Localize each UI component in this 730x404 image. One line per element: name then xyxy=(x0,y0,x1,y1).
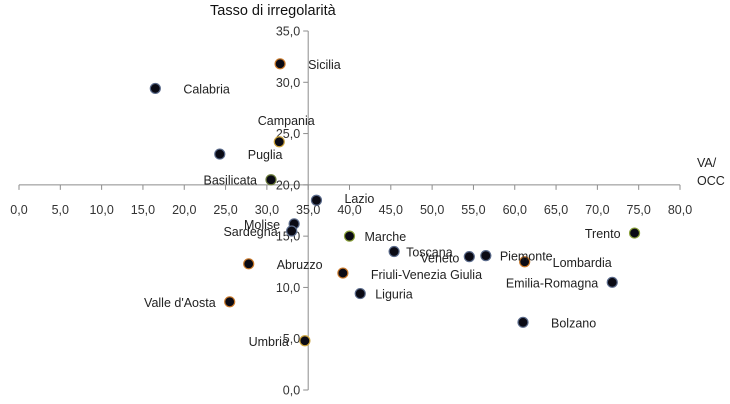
data-point xyxy=(286,225,298,237)
x-tick-label: 15,0 xyxy=(131,203,155,217)
x-tick-label: 30,0 xyxy=(255,203,279,217)
data-point xyxy=(149,82,161,95)
x-axis-title-line-2: OCC xyxy=(697,174,725,188)
x-tick-label: 20,0 xyxy=(172,203,196,217)
point-label: Trento xyxy=(585,227,621,241)
point-label: Sicilia xyxy=(308,58,341,72)
y-tick-label: 20,0 xyxy=(276,178,300,192)
data-point xyxy=(628,227,641,239)
x-tick-label: 35,0 xyxy=(296,203,320,217)
data-point xyxy=(224,296,236,308)
point-label: Toscana xyxy=(406,246,453,260)
data-point xyxy=(480,250,492,262)
data-point xyxy=(343,230,356,242)
point-label: Umbria xyxy=(249,335,289,349)
data-point xyxy=(274,58,286,70)
point-label: Sardegna xyxy=(223,225,277,239)
x-tick-label: 80,0 xyxy=(668,203,692,217)
x-tick-label: 75,0 xyxy=(627,203,651,217)
y-tick-label: 30,0 xyxy=(276,76,300,90)
point-label: Abruzzo xyxy=(277,258,323,272)
point-labels: Sicilia Calabria Campania Puglia Basilicata L… xyxy=(144,58,621,349)
x-tick-label: 65,0 xyxy=(544,203,568,217)
y-tick-label: 10,0 xyxy=(276,281,300,295)
point-label: Calabria xyxy=(183,82,230,96)
point-label: Basilicata xyxy=(204,174,258,188)
x-tick-label: 60,0 xyxy=(503,203,527,217)
point-label: Liguria xyxy=(375,288,413,302)
point-label: Bolzano xyxy=(551,316,596,330)
x-tick-label: 50,0 xyxy=(420,203,444,217)
x-tick-label: 55,0 xyxy=(461,203,485,217)
point-label: Campania xyxy=(258,114,315,128)
data-points xyxy=(149,58,641,347)
axes xyxy=(18,30,681,391)
y-tick-label: 35,0 xyxy=(276,25,300,39)
data-point xyxy=(265,174,277,186)
data-point xyxy=(519,256,531,268)
data-point xyxy=(606,276,618,288)
data-point xyxy=(337,267,349,279)
point-label: Valle d'Aosta xyxy=(144,296,216,310)
chart-title: Tasso di irregolarità xyxy=(210,3,337,19)
point-label: Emilia-Romagna xyxy=(506,276,598,290)
point-label: Veneto xyxy=(420,252,459,266)
point-label: Friuli-Venezia Giulia xyxy=(371,268,482,282)
data-point xyxy=(299,335,311,347)
x-axis-title: VA/ OCC xyxy=(697,156,725,188)
y-tick-label: 0,0 xyxy=(283,384,300,398)
data-point xyxy=(273,136,285,148)
point-label: Piemonte xyxy=(500,250,553,264)
point-label: Puglia xyxy=(248,148,283,162)
x-tick-label: 40,0 xyxy=(337,203,361,217)
y-tick-label: 5,0 xyxy=(283,332,300,346)
x-tick-label: 70,0 xyxy=(585,203,609,217)
x-tick-label: 45,0 xyxy=(379,203,403,217)
x-tick-labels: 0,0 5,0 10,0 15,0 20,0 25,0 30,0 35,0 40,0 45,0 50… xyxy=(10,203,692,217)
x-axis-title-line-1: VA/ xyxy=(697,156,717,170)
data-point xyxy=(310,194,323,206)
x-tick-label: 10,0 xyxy=(89,203,113,217)
data-point xyxy=(214,148,226,160)
x-tick-label: 5,0 xyxy=(52,203,69,217)
x-tick-label: 0,0 xyxy=(10,203,27,217)
data-point xyxy=(517,316,529,328)
point-label: Marche xyxy=(365,230,407,244)
data-point xyxy=(463,251,475,263)
data-point xyxy=(388,245,400,258)
x-tick-label: 25,0 xyxy=(213,203,237,217)
point-label: Lazio xyxy=(344,192,374,206)
point-label: Lombardia xyxy=(553,256,612,270)
data-point xyxy=(354,287,366,300)
point-label: Molise xyxy=(244,218,280,232)
data-point xyxy=(243,258,255,270)
